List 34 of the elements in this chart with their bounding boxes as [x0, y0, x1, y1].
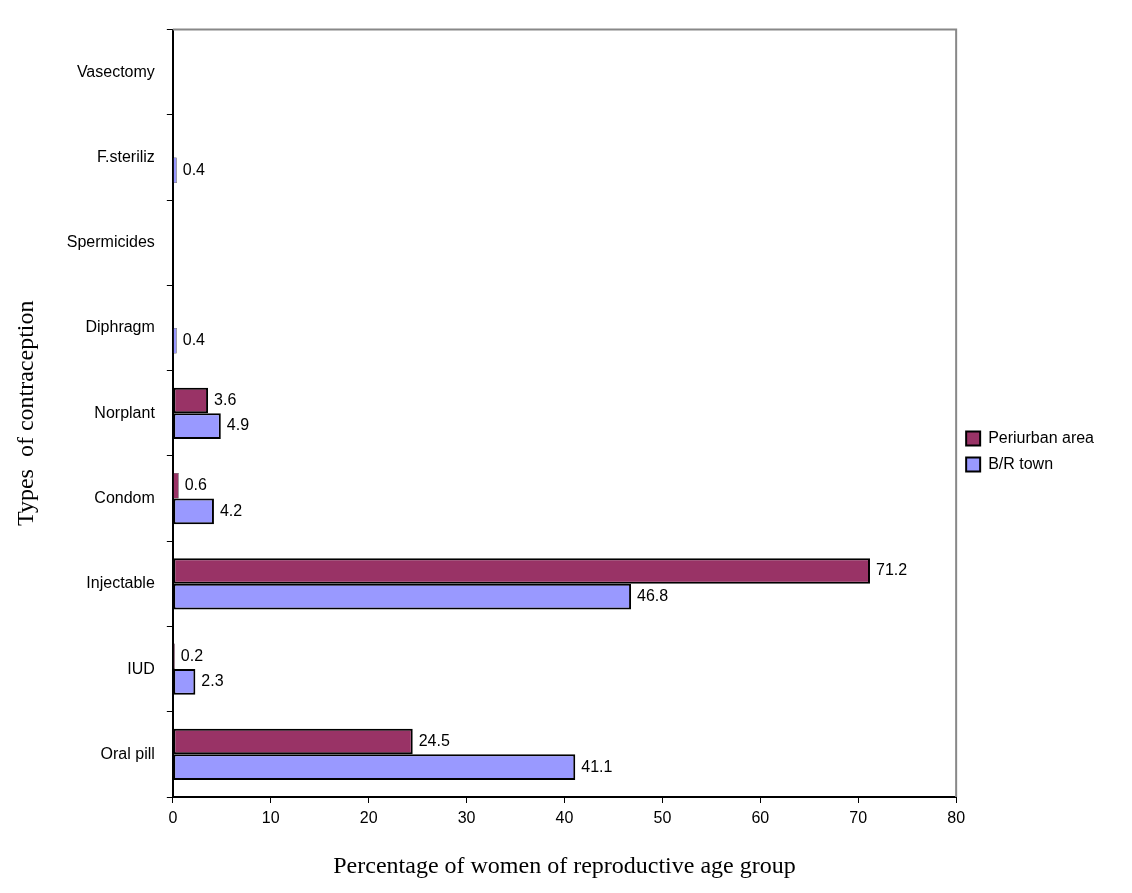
y-tick-label: F.steriliz: [97, 147, 155, 165]
data-label: 0.2: [180, 646, 204, 664]
x-tick-label: 20: [359, 809, 378, 827]
y-tick-label: Vasectomy: [76, 62, 155, 80]
data-label: 71.2: [875, 561, 908, 579]
data-label: 0.6: [184, 476, 208, 494]
data-label: 0.4: [182, 160, 206, 178]
data-label: 24.5: [418, 731, 450, 749]
x-tick-label: 30: [457, 809, 476, 827]
y-tick-label: Norplant: [94, 403, 156, 421]
x-tick-label: 0: [168, 809, 178, 827]
x-tick-label: 40: [555, 809, 574, 827]
y-tick-label: Spermicides: [66, 233, 155, 251]
x-axis-title: Percentage of women of reproductive age group: [333, 851, 796, 878]
y-tick-label: Condom: [94, 488, 155, 506]
y-tick-label: Injectable: [86, 574, 155, 592]
data-label: 46.8: [637, 587, 669, 605]
legend-label: B/R town: [988, 454, 1054, 472]
data-label: 4.9: [226, 416, 250, 434]
x-tick-label: 10: [261, 809, 280, 827]
legend-label: Periurban area: [988, 428, 1095, 446]
data-label: 0.4: [182, 331, 206, 349]
data-label: 3.6: [214, 390, 237, 408]
data-label: 2.3: [201, 672, 224, 690]
x-tick-label: 80: [947, 809, 966, 827]
y-tick-label: Oral pill: [100, 744, 155, 762]
data-label: 4.2: [219, 501, 243, 519]
data-label: 41.1: [581, 757, 613, 775]
y-tick-label: Diphragm: [85, 318, 155, 336]
x-tick-label: 70: [849, 809, 868, 827]
x-tick-label: 60: [751, 809, 770, 827]
y-tick-label: IUD: [127, 659, 155, 677]
x-tick-label: 50: [653, 809, 672, 827]
y-axis-title: Types of contraception: [11, 300, 38, 527]
